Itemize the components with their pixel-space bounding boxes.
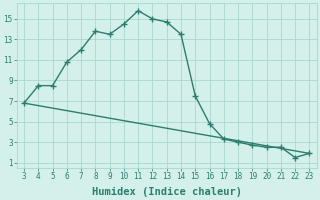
X-axis label: Humidex (Indice chaleur): Humidex (Indice chaleur) bbox=[92, 186, 242, 197]
